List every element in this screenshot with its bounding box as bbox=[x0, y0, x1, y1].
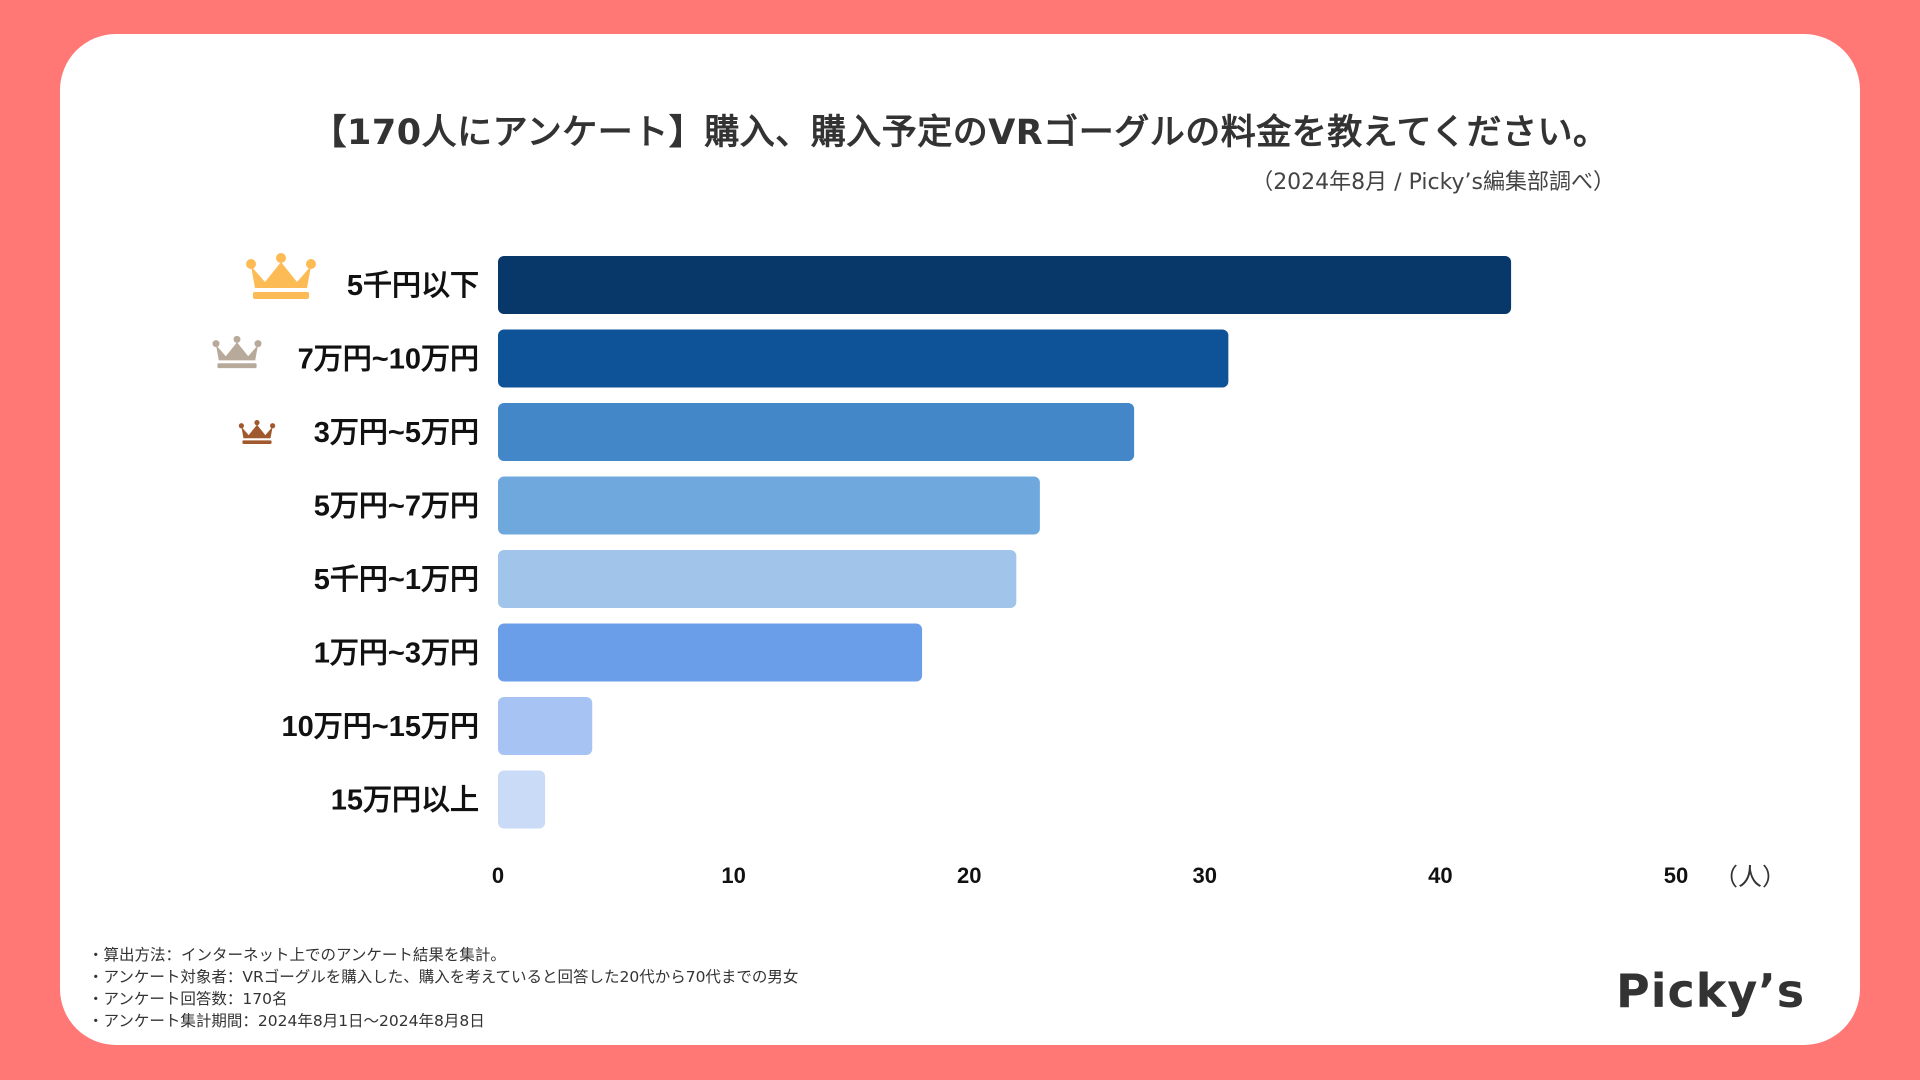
bar-6 bbox=[498, 623, 923, 682]
category-label: 5万円~7万円 bbox=[314, 491, 479, 523]
crown-gold-icon bbox=[246, 253, 316, 299]
x-tick-label: 0 bbox=[492, 863, 504, 888]
note-count: ・アンケート回答数：170名 bbox=[88, 990, 288, 1008]
category-label: 1万円~3万円 bbox=[314, 638, 479, 670]
chart-subtitle: （2024年8月 / Picky’s編集部調べ） bbox=[1251, 170, 1615, 195]
bar-4 bbox=[498, 476, 1040, 535]
x-axis-unit-label: （人） bbox=[1714, 863, 1786, 891]
chart-title: 【170人にアンケート】購入、購入予定のVRゴーグルの料金を教えてください。 bbox=[311, 113, 1609, 153]
bar-3 bbox=[498, 403, 1135, 461]
category-label: 5千円~1万円 bbox=[314, 563, 479, 596]
bar-7 bbox=[498, 697, 593, 755]
bars-group bbox=[498, 256, 1512, 829]
category-label: 10万円~15万円 bbox=[282, 711, 479, 743]
crown-bronze-icon bbox=[238, 420, 276, 444]
bar-1 bbox=[498, 256, 1512, 314]
note-target: ・アンケート対象者：VRゴーグルを購入した、購入を考えていると回答した20代から… bbox=[88, 968, 799, 986]
bar-2 bbox=[498, 329, 1229, 388]
category-label: 5千円以下 bbox=[347, 269, 479, 302]
category-label: 15万円以上 bbox=[331, 784, 479, 817]
x-tick-label: 20 bbox=[957, 863, 981, 888]
note-period: ・アンケート集計期間：2024年8月1日〜2024年8月8日 bbox=[88, 1012, 485, 1030]
x-tick-label: 40 bbox=[1428, 863, 1452, 888]
rank-icons-group bbox=[212, 253, 316, 444]
crown-silver-icon bbox=[212, 335, 262, 369]
chart-card bbox=[60, 34, 1860, 1045]
x-tick-label: 30 bbox=[1193, 863, 1217, 888]
category-label: 7万円~10万円 bbox=[298, 344, 479, 376]
category-label: 3万円~5万円 bbox=[314, 417, 479, 449]
note-method: ・算出方法：インターネット上でのアンケート結果を集計。 bbox=[88, 946, 506, 964]
bar-5 bbox=[498, 550, 1017, 608]
x-tick-label: 50 bbox=[1664, 863, 1688, 888]
category-labels-group: 5千円以下 7万円~10万円 3万円~5万円 5万円~7万円 5千円~1万円 1万円~3万… bbox=[282, 269, 479, 817]
picky-s-logo: Picky’s bbox=[1616, 964, 1806, 1018]
bar-8 bbox=[498, 770, 546, 829]
x-axis-ticks-group: 0 10 20 30 40 50 bbox=[492, 863, 1688, 888]
x-tick-label: 10 bbox=[721, 863, 745, 888]
survey-notes: ・算出方法：インターネット上でのアンケート結果を集計。 ・アンケート対象者：VR… bbox=[88, 944, 798, 1032]
